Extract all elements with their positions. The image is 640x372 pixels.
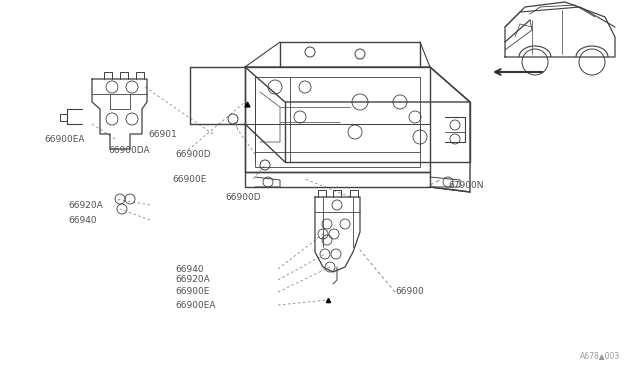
Text: 66900EA: 66900EA (44, 135, 84, 144)
Text: 66900E: 66900E (175, 288, 209, 296)
Text: 66900EA: 66900EA (175, 301, 216, 310)
Text: 66900D: 66900D (175, 150, 211, 158)
Text: 66900DA: 66900DA (108, 145, 150, 154)
Text: 66940: 66940 (68, 215, 97, 224)
Text: 66900: 66900 (395, 288, 424, 296)
Text: 66900D: 66900D (225, 192, 260, 202)
Text: 66900E: 66900E (172, 174, 206, 183)
Text: 66940: 66940 (175, 264, 204, 273)
Text: A678▲003: A678▲003 (580, 351, 620, 360)
Text: 66920A: 66920A (68, 201, 103, 209)
Text: 67900N: 67900N (448, 180, 483, 189)
Text: 66901: 66901 (148, 129, 177, 138)
Text: 66920A: 66920A (175, 276, 210, 285)
